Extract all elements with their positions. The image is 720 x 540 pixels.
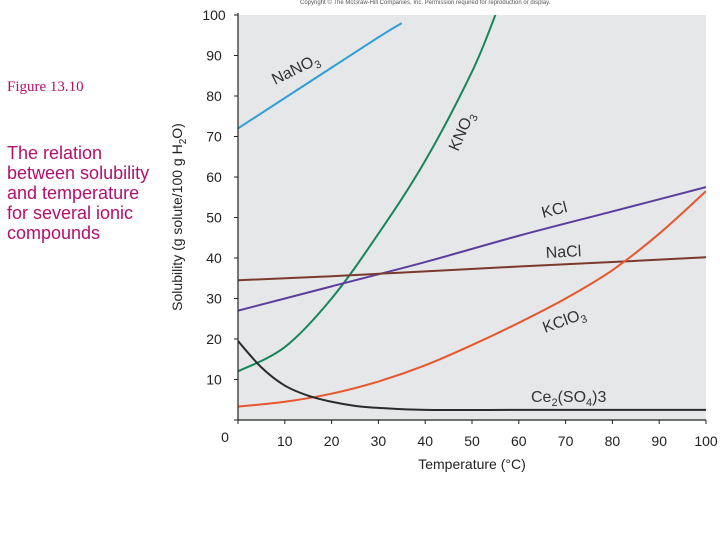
x-tick-label: 70 (558, 433, 574, 449)
y-tick-label: 20 (206, 331, 222, 347)
y-tick-label: 70 (206, 129, 222, 145)
y-tick-label: 10 (206, 372, 222, 388)
figure-caption: The relation between solubility and temp… (7, 143, 150, 243)
y-tick-label: 30 (206, 291, 222, 307)
curve-kcl (238, 186, 706, 312)
curve-ce2-so4-3 (238, 340, 706, 412)
x-tick-label: 60 (511, 433, 527, 449)
y-tick-label: 60 (206, 169, 222, 185)
x-tick-label: 80 (605, 433, 621, 449)
x-tick-label: 50 (464, 433, 480, 449)
y-tick-label: 40 (206, 250, 222, 266)
x-tick-label: 10 (277, 433, 293, 449)
label-kcl: KCl (540, 199, 569, 222)
x-tick-label: 100 (694, 433, 718, 449)
figure-label: Figure 13.10 (7, 79, 84, 95)
label-ce2-so4-3: Ce2(SO4)3 (531, 389, 606, 409)
y-tick-label: 80 (206, 88, 222, 104)
curve-nacl (238, 256, 706, 282)
y-tick-label: 90 (206, 48, 222, 64)
x-tick-label: 30 (371, 433, 387, 449)
x-axis-title: Temperature (°C) (418, 456, 526, 472)
x-tick-label: 20 (324, 433, 340, 449)
y-axis-title: Solubility (g solute/100 g H2O) (169, 123, 189, 311)
plot-background (238, 15, 706, 420)
x-tick-label: 90 (651, 433, 667, 449)
y-tick-label: 100 (202, 7, 226, 23)
x-tick-label: 40 (417, 433, 433, 449)
curve-nano3 (238, 22, 403, 130)
y-tick-label: 50 (206, 210, 222, 226)
curve-kno3 (238, 15, 497, 373)
curve-kclo3 (238, 190, 706, 408)
origin-tick-label: 0 (221, 429, 229, 445)
label-nacl: NaCl (545, 243, 581, 262)
copyright-notice: Copyright © The McGraw-Hill Companies, I… (300, 0, 551, 6)
